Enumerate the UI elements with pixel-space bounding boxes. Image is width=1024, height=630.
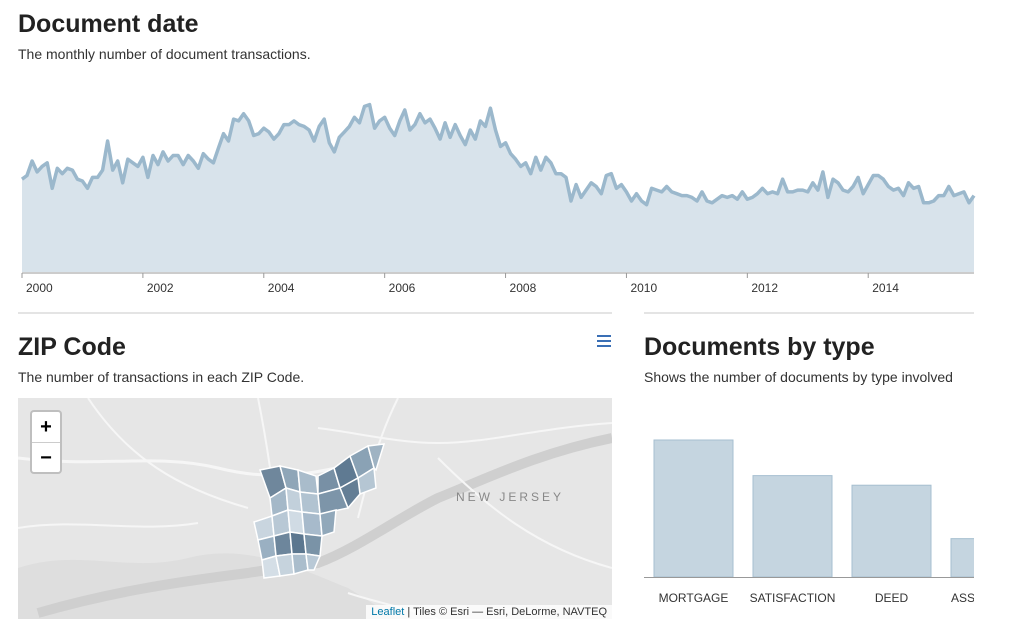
timeline-tick-label: 2008 xyxy=(510,281,537,295)
timeline-title: Document date xyxy=(18,10,199,38)
bar-label-satisfaction: SATISFACTION xyxy=(750,591,836,605)
timeline-series-line[interactable] xyxy=(20,102,976,207)
map-zoom-control: + − xyxy=(30,410,62,474)
menu-icon[interactable] xyxy=(597,335,611,347)
divider-right xyxy=(644,312,974,314)
zip-polygons[interactable] xyxy=(253,443,386,579)
timeline-area xyxy=(22,104,974,272)
timeline-tick-label: 2014 xyxy=(872,281,899,295)
document-date-chart[interactable]: 2000 2002 2004 2006 2008 2010 2012 2014 xyxy=(12,80,976,302)
zoom-in-button[interactable]: + xyxy=(32,412,60,443)
timeline-tick-label: 2010 xyxy=(630,281,657,295)
bar-label-ass: ASS xyxy=(951,591,974,605)
timeline-area-layer xyxy=(20,102,976,272)
bar-mortgage[interactable] xyxy=(653,439,734,578)
timeline-tick-label: 2004 xyxy=(268,281,295,295)
bar-label-mortgage: MORTGAGE xyxy=(659,591,729,605)
map-basemap xyxy=(18,398,612,619)
timeline-tick-label: 2000 xyxy=(26,281,53,295)
bar-satisfaction[interactable] xyxy=(752,475,833,578)
timeline-tick-label: 2002 xyxy=(147,281,174,295)
zip-code-map[interactable]: + − NEW JERSEY Leaflet | Tiles © Esri — … xyxy=(18,398,612,619)
documents-by-type-chart[interactable]: MORTGAGE SATISFACTION DEED ASS xyxy=(640,420,974,612)
timeline-subtitle: The monthly number of document transacti… xyxy=(18,46,311,62)
type-subtitle: Shows the number of documents by type in… xyxy=(644,369,953,385)
zip-title: ZIP Code xyxy=(18,333,126,361)
divider-left xyxy=(18,312,612,314)
bar-ass[interactable] xyxy=(950,538,974,578)
zoom-out-button[interactable]: − xyxy=(40,447,52,469)
timeline-x-axis: 2000 2002 2004 2006 2008 2010 2012 2014 xyxy=(21,272,974,295)
bar-deed[interactable] xyxy=(851,484,932,578)
attribution-text: | Tiles © Esri — Esri, DeLorme, NAVTEQ xyxy=(404,606,607,618)
map-attribution: Leaflet | Tiles © Esri — Esri, DeLorme, … xyxy=(366,605,612,619)
bar-label-deed: DEED xyxy=(875,591,909,605)
timeline-tick-label: 2006 xyxy=(389,281,416,295)
type-title: Documents by type xyxy=(644,333,875,361)
timeline-tick-label: 2012 xyxy=(751,281,778,295)
zip-subtitle: The number of transactions in each ZIP C… xyxy=(18,369,305,385)
map-region-label: NEW JERSEY xyxy=(456,490,565,504)
leaflet-link[interactable]: Leaflet xyxy=(371,606,405,618)
